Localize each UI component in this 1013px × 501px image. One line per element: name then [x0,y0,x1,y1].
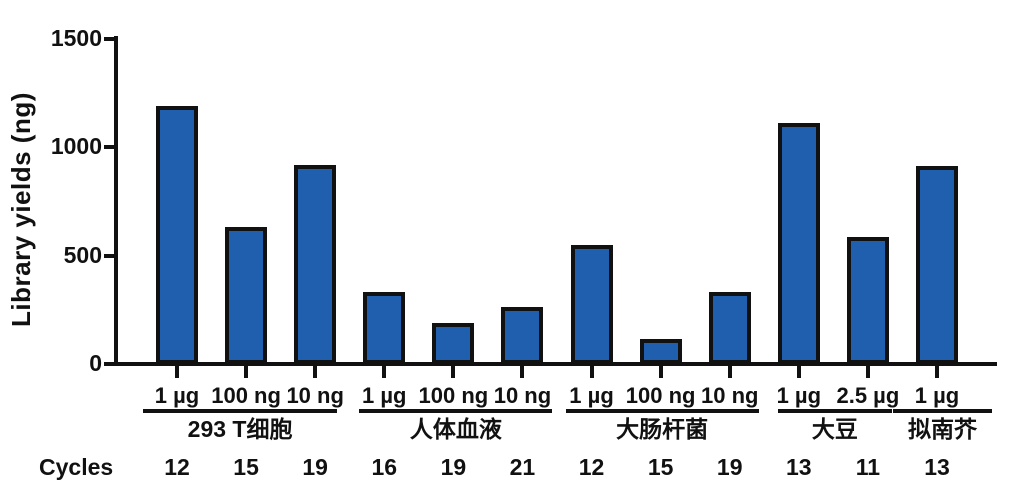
group-underline [565,409,759,413]
bar [294,165,336,364]
group-underline [892,409,992,413]
x-tick [590,366,594,378]
cycle-count: 19 [440,454,467,480]
x-tick [313,366,317,378]
bar [363,292,405,364]
x-axis-line [104,362,997,366]
bar [571,245,613,364]
x-tick [175,366,179,378]
bar [640,339,682,364]
x-tick [866,366,870,378]
cycle-count: 11 [855,454,881,480]
y-tick-label: 1000 [50,133,102,160]
bar [432,323,474,364]
y-tick-label: 500 [63,241,102,268]
group-underline [143,409,338,413]
cycle-count: 19 [302,454,328,480]
bar [847,237,889,364]
y-axis-title: Library yields (ng) [6,92,36,328]
cycle-count: 19 [716,454,743,480]
cycle-count: 13 [786,454,812,480]
bar-input-amount-label: 1 µg [776,383,822,408]
bar-input-amount-label: 100 ng [418,383,489,408]
cycle-count: 13 [924,454,950,480]
x-tick [520,366,524,378]
x-tick [659,366,663,378]
x-tick [244,366,248,378]
group-name-label: 拟南芥 [907,416,977,442]
cycle-count: 12 [164,454,190,480]
cycle-count: 21 [509,454,536,480]
cycles-row-label: Cycles [39,454,114,480]
group-name-label: 大肠杆菌 [616,416,709,442]
y-tick [104,253,116,258]
y-tick [104,37,116,41]
bar-input-amount-label: 100 ng [625,383,696,408]
bar-input-amount-label: 10 ng [493,383,552,408]
group-name-label: 293 T细胞 [187,416,293,442]
group-name-label: 大豆 [811,416,858,442]
bar-input-amount-label: 1 µg [362,383,407,408]
x-tick [728,366,732,378]
y-axis-line [114,36,118,366]
bar-input-amount-label: 10 ng [700,383,759,408]
bar [225,227,267,364]
bar [778,123,820,364]
x-tick [797,366,801,378]
cycle-count: 12 [578,454,605,480]
bar-input-amount-label: 1 µg [154,383,200,408]
cycle-count: 15 [647,454,674,480]
y-tick [104,362,116,366]
group-underline [359,409,553,413]
cycle-count: 16 [371,454,398,480]
x-tick [935,366,939,378]
y-tick-label: 1500 [50,25,102,51]
group-name-label: 人体血液 [409,416,502,442]
y-tick [104,145,116,150]
bar-input-amount-label: 2.5 µg [836,383,900,408]
bar-input-amount-label: 1 µg [914,383,960,408]
bar [501,307,543,364]
bar-input-amount-label: 100 ng [211,383,281,408]
bar [709,292,751,364]
y-tick-label: 0 [89,350,102,376]
bar-input-amount-label: 1 µg [569,383,614,408]
bar [156,106,198,364]
bar-input-amount-label: 10 ng [286,383,344,408]
x-tick [451,366,455,378]
bar [916,166,958,364]
cycle-count: 15 [233,454,259,480]
group-underline [777,409,892,413]
x-tick [382,366,386,378]
